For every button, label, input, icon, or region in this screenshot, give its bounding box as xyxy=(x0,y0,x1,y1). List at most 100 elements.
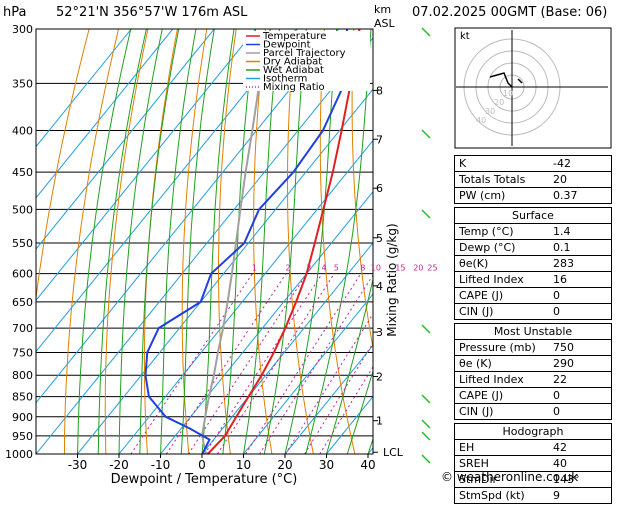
km-tick-label: 4 xyxy=(376,280,383,293)
mixing-ratio-line xyxy=(305,274,417,454)
index-label: Totals Totals xyxy=(459,172,525,187)
pressure-tick-label: 300 xyxy=(12,23,33,36)
x-tick-label: 40 xyxy=(360,458,375,472)
hodograph-stat-row: EH 42 xyxy=(455,439,611,455)
hodograph-stat-label: StmSpd (kt) xyxy=(459,488,525,503)
mixing-ratio-label: 10 xyxy=(371,264,381,273)
most-unstable-title: Most Unstable xyxy=(455,324,611,339)
index-label: PW (cm) xyxy=(459,188,505,203)
mixing-ratio-label: 4 xyxy=(322,264,327,273)
wind-barb xyxy=(422,325,430,333)
index-row: Totals Totals 20 xyxy=(455,171,611,187)
legend-label: Mixing Ratio xyxy=(263,82,325,93)
pressure-tick-label: 550 xyxy=(12,237,33,250)
mixing-ratio-label: 8 xyxy=(360,264,365,273)
most-unstable-label: CAPE (J) xyxy=(459,388,503,403)
most-unstable-value: 22 xyxy=(553,372,607,387)
surface-label: Lifted Index xyxy=(459,272,524,287)
surface-row: CAPE (J)0 xyxy=(455,287,611,303)
x-tick-label: -20 xyxy=(109,458,129,472)
hodograph-stat-value: 42 xyxy=(553,440,607,455)
wind-barb xyxy=(422,130,430,138)
surface-row: CIN (J) 0 xyxy=(455,303,611,319)
wind-barb xyxy=(422,432,430,440)
hodograph-stat-label: EH xyxy=(459,440,474,455)
pressure-tick-label: 350 xyxy=(12,77,33,90)
surface-value: 16 xyxy=(553,272,607,287)
surface-value: 0.1 xyxy=(553,240,607,255)
pressure-tick-label: 900 xyxy=(12,411,33,424)
mixing-ratio-label: 5 xyxy=(334,264,339,273)
hodograph-stat-row: StmSpd (kt) 9 xyxy=(455,487,611,503)
mixing-ratio-label: 3 xyxy=(306,264,311,273)
x-axis-label: Dewpoint / Temperature (°C) xyxy=(111,472,298,486)
most-unstable-row: CIN (J) 0 xyxy=(455,403,611,419)
index-value: 20 xyxy=(553,172,607,187)
km-tick-label: 8 xyxy=(376,84,383,97)
surface-label: Temp (°C) xyxy=(459,224,514,239)
pressure-tick-label: 750 xyxy=(12,346,33,359)
hodograph-ring-label: 10 xyxy=(503,89,513,98)
index-value: 0.37 xyxy=(553,188,607,203)
surface-value: 1.4 xyxy=(553,224,607,239)
wind-barb xyxy=(422,420,430,428)
most-unstable-value: 750 xyxy=(553,340,607,355)
mixing-ratio-label: 20 xyxy=(413,264,423,273)
most-unstable-label: CIN (J) xyxy=(459,404,493,419)
mixing-ratio-line xyxy=(260,274,374,454)
x-tick-label: 30 xyxy=(319,458,334,472)
x-tick-label: -10 xyxy=(151,458,171,472)
surface-box: Surface Temp (°C) 1.4 Dewp (°C) 0.1 θe(K) 283… xyxy=(454,207,612,320)
pressure-tick-label: 950 xyxy=(12,430,33,443)
surface-value: 0 xyxy=(553,304,607,319)
wind-barb xyxy=(422,395,430,403)
pressure-tick-label: 400 xyxy=(12,125,33,138)
km-tick-label: 6 xyxy=(376,182,383,195)
wet-adiabat-line xyxy=(181,29,214,454)
surface-label: CIN (J) xyxy=(459,304,493,319)
mixing-ratio-label: 25 xyxy=(427,264,437,273)
mixing-ratio-line xyxy=(246,274,361,454)
surface-row: Temp (°C) 1.4 xyxy=(455,223,611,239)
hodograph-ring-label: 40 xyxy=(476,116,486,125)
surface-label: Dewp (°C) xyxy=(459,240,515,255)
km-tick-label: 2 xyxy=(376,371,383,384)
most-unstable-row: θe (K) 290 xyxy=(455,355,611,371)
most-unstable-value: 290 xyxy=(553,356,607,371)
most-unstable-row: CAPE (J)0 xyxy=(455,387,611,403)
mixing-ratio-label: 1 xyxy=(252,264,257,273)
most-unstable-value: 0 xyxy=(553,404,607,419)
surface-label: θe(K) xyxy=(459,256,488,271)
hodograph-stats-title: Hodograph xyxy=(455,424,611,439)
index-row: PW (cm) 0.37 xyxy=(455,187,611,203)
most-unstable-row: Pressure (mb) 750 xyxy=(455,339,611,355)
surface-row: Lifted Index 16 xyxy=(455,271,611,287)
pressure-tick-label: 1000 xyxy=(5,448,33,461)
wind-barbs xyxy=(422,28,430,463)
surface-title: Surface xyxy=(455,208,611,223)
most-unstable-label: θe (K) xyxy=(459,356,492,371)
most-unstable-label: Pressure (mb) xyxy=(459,340,536,355)
index-label: K xyxy=(459,156,466,171)
x-tick-label: 10 xyxy=(236,458,251,472)
km-tick-label: 3 xyxy=(376,326,383,339)
hodograph-stat-value: 9 xyxy=(553,488,607,503)
profiles xyxy=(146,29,360,454)
surface-row: Dewp (°C) 0.1 xyxy=(455,239,611,255)
skewt-page: hPa 52°21'N 356°57'W 176m ASL km ASL 07.… xyxy=(0,0,629,486)
wind-barb xyxy=(422,28,430,36)
surface-value: 283 xyxy=(553,256,607,271)
pressure-tick-label: 500 xyxy=(12,203,33,216)
km-tick-label: 5 xyxy=(376,232,383,245)
index-row: K-42 xyxy=(455,156,611,171)
surface-row: θe(K) 283 xyxy=(455,255,611,271)
wind-barb xyxy=(422,455,430,463)
x-tick-label: 0 xyxy=(198,458,206,472)
hodograph-stat-value: 40 xyxy=(553,456,607,471)
x-tick-label: -30 xyxy=(68,458,88,472)
